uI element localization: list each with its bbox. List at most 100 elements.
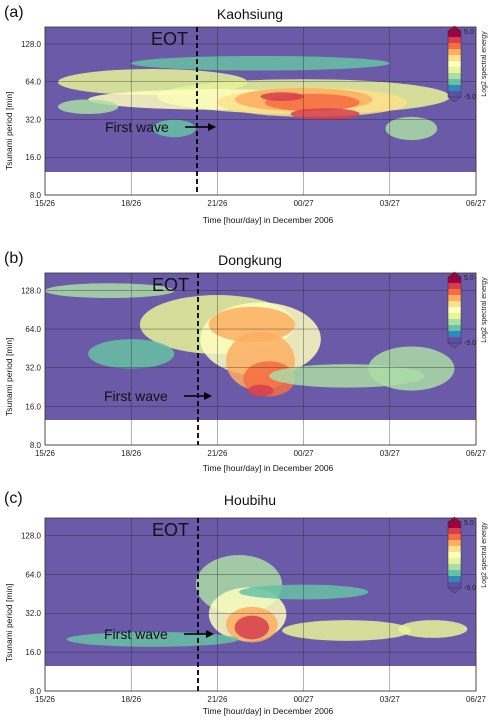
x-tick-label: 03/27 [380, 199, 401, 208]
x-tick-label: 03/27 [380, 695, 401, 704]
y-tick-label: 8.0 [30, 191, 42, 200]
colorbar-label: Log2 spectral energy [481, 522, 488, 588]
colorbar-min-label: -5.0 [464, 94, 476, 101]
colorbar-min-label: -5.0 [464, 340, 476, 347]
x-axis-label: Time [hour/day] in December 2006 [202, 463, 334, 473]
x-tick-label: 21/26 [207, 695, 228, 704]
y-tick-label: 32.0 [25, 364, 41, 373]
y-tick-label: 64.0 [25, 570, 41, 579]
y-tick-label: 64.0 [25, 78, 41, 87]
x-tick-label: 21/26 [207, 449, 228, 458]
colorbar-segment [448, 301, 461, 308]
heatmap-contour [234, 615, 270, 640]
y-tick-label: 8.0 [30, 441, 42, 450]
y-tick-label: 64.0 [25, 325, 41, 334]
colorbar-frame [447, 521, 462, 589]
chart-title: Kaohsiung [216, 6, 284, 22]
panel-c: (c) Houbihu Tsunami period [min] 8.0 16.0… [0, 484, 500, 722]
eot-label: EOT [152, 275, 189, 295]
colorbar-max-label: 5.0 [464, 275, 474, 282]
x-tick-label: 18/26 [121, 199, 142, 208]
colorbar-segment [448, 313, 461, 320]
colorbar-segment [448, 540, 461, 547]
panel-b: (b) Dongkung Tsunami period [min] 8.0 16.… [0, 246, 500, 486]
colorbar-segment [448, 307, 461, 314]
x-tick-label: 18/26 [121, 695, 142, 704]
colorbar-segment [448, 73, 461, 80]
chart-title: Dongkung [218, 252, 282, 268]
eot-label: EOT [151, 29, 188, 49]
colorbar-segment [448, 534, 461, 541]
colorbar-segment [448, 319, 461, 326]
colorbar-label: Log2 spectral energy [481, 277, 488, 343]
heatmap-contour [247, 384, 274, 397]
x-tick-label: 00/27 [294, 449, 315, 458]
colorbar-top-extend [447, 271, 462, 278]
heatmap-contour [385, 116, 438, 141]
heatmap-contour [398, 620, 468, 638]
x-tick-label: 03/27 [380, 449, 401, 458]
heatmap-panel-b: 8.0 16.0 32.0 64.0 128.0 15/26 18/26 21/26 00/27… [21, 271, 488, 458]
heatmap-contour [66, 631, 239, 647]
y-tick-label: 128.0 [21, 40, 42, 49]
eot-label: EOT [152, 520, 189, 540]
colorbar-segment [448, 528, 461, 535]
colorbar-segment [448, 325, 461, 332]
plot-frame [44, 517, 477, 692]
heatmap-field [45, 283, 455, 397]
colorbar-segment [448, 576, 461, 583]
colorbar-segment [448, 522, 461, 529]
heatmap-contour [131, 56, 390, 71]
colorbar-min-label: -5.0 [464, 585, 476, 592]
y-tick-label: 8.0 [30, 687, 42, 696]
colorbar-segment [448, 61, 461, 68]
y-tick-label: 16.0 [25, 402, 41, 411]
colorbar-segment [448, 277, 461, 284]
y-tick-label: 128.0 [21, 531, 42, 540]
first-wave-arrowhead [208, 123, 216, 131]
colorbar-frame [447, 30, 462, 98]
x-tick-label: 00/27 [294, 199, 315, 208]
heatmap-contour [208, 306, 295, 343]
colorbar-segment [448, 570, 461, 577]
colorbar-segment [448, 67, 461, 74]
x-axis-label: Time [hour/day] in December 2006 [202, 215, 334, 225]
x-axis-label: Time [hour/day] in December 2006 [202, 706, 334, 716]
colorbar-segment [448, 295, 461, 302]
heatmap-contour [152, 119, 196, 138]
plot-frame [44, 272, 477, 446]
panel-label: (b) [4, 250, 24, 267]
first-wave-label: First wave [104, 388, 168, 404]
colorbar-segment [448, 552, 461, 559]
first-wave-arrowhead [204, 392, 212, 400]
colorbar-segment [448, 558, 461, 565]
colorbar-segment [448, 564, 461, 571]
colorbar-top-extend [447, 516, 462, 523]
heatmap-contour [368, 346, 455, 391]
colorbar-segment [448, 55, 461, 62]
x-tick-label: 06/27 [466, 695, 487, 704]
colorbar-segment [448, 331, 461, 338]
x-tick-label: 00/27 [294, 695, 315, 704]
x-tick-label: 15/26 [35, 695, 56, 704]
colorbar-segment [448, 85, 461, 92]
y-tick-label: 32.0 [25, 609, 41, 618]
colorbar-segment [448, 582, 461, 589]
plot-frame [44, 26, 477, 196]
colorbar-segment [448, 337, 461, 344]
x-tick-label: 18/26 [121, 449, 142, 458]
y-tick-label: 16.0 [25, 153, 41, 162]
y-tick-label: 16.0 [25, 648, 41, 657]
heatmap-panel-c: 8.0 16.0 32.0 64.0 128.0 15/26 18/26 21/26 00/27… [21, 516, 488, 704]
colorbar-label: Log2 spectral energy [481, 31, 488, 97]
colorbar-segment [448, 91, 461, 98]
panel-a: (a) Kaohsiung Tsunami period [min] 8.0 16… [0, 0, 500, 240]
heatmap-contour [57, 99, 119, 114]
colorbar-bottom-extend [447, 587, 462, 594]
heatmap-contour [260, 92, 304, 101]
y-tick-label: 32.0 [25, 115, 41, 124]
x-tick-label: 06/27 [466, 449, 487, 458]
colorbar-segment [448, 43, 461, 50]
colorbar-segment [448, 289, 461, 296]
chart-title: Houbihu [223, 492, 277, 508]
